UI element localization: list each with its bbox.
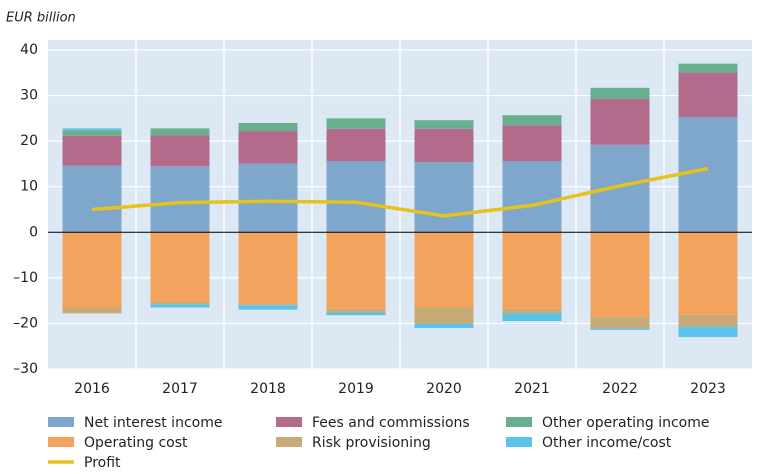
legend-label: Fees and commissions bbox=[312, 415, 470, 431]
x-tick-label: 2016 bbox=[74, 381, 110, 397]
bar-segment bbox=[590, 144, 650, 233]
bar-segment bbox=[326, 312, 386, 316]
bar-segment bbox=[150, 232, 210, 302]
y-tick-label: –20 bbox=[13, 315, 38, 331]
bar-segment bbox=[150, 301, 210, 305]
legend-swatch bbox=[506, 437, 532, 447]
y-tick-label: –10 bbox=[13, 270, 38, 286]
bar-segment bbox=[678, 116, 738, 233]
bar-segment bbox=[678, 232, 738, 315]
bar-segment bbox=[150, 128, 210, 136]
bar-segment bbox=[678, 314, 738, 327]
legend-label: Operating cost bbox=[84, 435, 188, 451]
bar-segment bbox=[678, 63, 738, 73]
bar-segment bbox=[62, 307, 122, 314]
bar-segment bbox=[414, 162, 474, 233]
bar-segment bbox=[238, 131, 298, 164]
x-tick-label: 2019 bbox=[338, 381, 374, 397]
bar-segment bbox=[502, 232, 562, 309]
legend-label: Risk provisioning bbox=[312, 435, 431, 451]
bar-segment bbox=[62, 232, 122, 308]
x-tick-label: 2022 bbox=[602, 381, 638, 397]
x-tick-label: 2017 bbox=[162, 381, 198, 397]
x-tick-label: 2020 bbox=[426, 381, 462, 397]
y-tick-label: 20 bbox=[20, 133, 38, 149]
legend-label: Profit bbox=[84, 455, 121, 471]
x-tick-label: 2021 bbox=[514, 381, 550, 397]
bar-segment bbox=[502, 125, 562, 162]
legend-label: Other income/cost bbox=[542, 435, 672, 451]
bar-segment bbox=[326, 232, 386, 309]
bar-segment bbox=[238, 304, 298, 306]
x-tick-label: 2023 bbox=[690, 381, 726, 397]
legend-swatch bbox=[48, 417, 74, 427]
bar-segment bbox=[414, 232, 474, 308]
bar-segment bbox=[502, 161, 562, 233]
y-tick-label: 30 bbox=[20, 88, 38, 104]
bar-segment bbox=[414, 120, 474, 129]
bar-segment bbox=[238, 163, 298, 233]
profit-line bbox=[91, 166, 709, 218]
y-tick-label: –30 bbox=[13, 361, 38, 377]
bar-segment bbox=[326, 118, 386, 129]
bar-segment bbox=[502, 308, 562, 314]
bar-segment bbox=[238, 122, 298, 132]
legend-swatch bbox=[276, 437, 302, 447]
bar-segment bbox=[62, 165, 122, 233]
bar-segment bbox=[326, 128, 386, 162]
bar-segment bbox=[150, 135, 210, 167]
bar-segment bbox=[414, 307, 474, 324]
legend-swatch bbox=[276, 417, 302, 427]
bar-segment bbox=[62, 130, 122, 136]
y-tick-label: 10 bbox=[20, 179, 38, 195]
bar-segment bbox=[62, 135, 122, 166]
y-tick-label: 0 bbox=[29, 224, 38, 240]
legend-swatch bbox=[48, 437, 74, 447]
y-tick-label: 40 bbox=[20, 42, 38, 58]
bar-segment bbox=[238, 232, 298, 305]
legend-label: Net interest income bbox=[84, 415, 222, 431]
bar-segment bbox=[590, 98, 650, 145]
bar-segment bbox=[326, 161, 386, 233]
bar-segment bbox=[62, 128, 122, 131]
bar-segment bbox=[590, 317, 650, 329]
bar-segment bbox=[238, 305, 298, 310]
bar-segment bbox=[326, 308, 386, 313]
bar-segment bbox=[678, 72, 738, 117]
bar-segment bbox=[414, 128, 474, 163]
bar-segment bbox=[502, 313, 562, 322]
bar-segment bbox=[502, 115, 562, 126]
bar-segment bbox=[414, 323, 474, 328]
x-tick-label: 2018 bbox=[250, 381, 286, 397]
bar-segment bbox=[678, 326, 738, 338]
legend-label: Other operating income bbox=[542, 415, 709, 431]
y-axis-label: EUR billion bbox=[6, 11, 76, 26]
bar-segment bbox=[590, 328, 650, 330]
bar-segment bbox=[590, 87, 650, 99]
bar-segment bbox=[150, 166, 210, 233]
bar-segment bbox=[590, 232, 650, 318]
legend-swatch bbox=[506, 417, 532, 427]
bar-segment bbox=[150, 304, 210, 308]
